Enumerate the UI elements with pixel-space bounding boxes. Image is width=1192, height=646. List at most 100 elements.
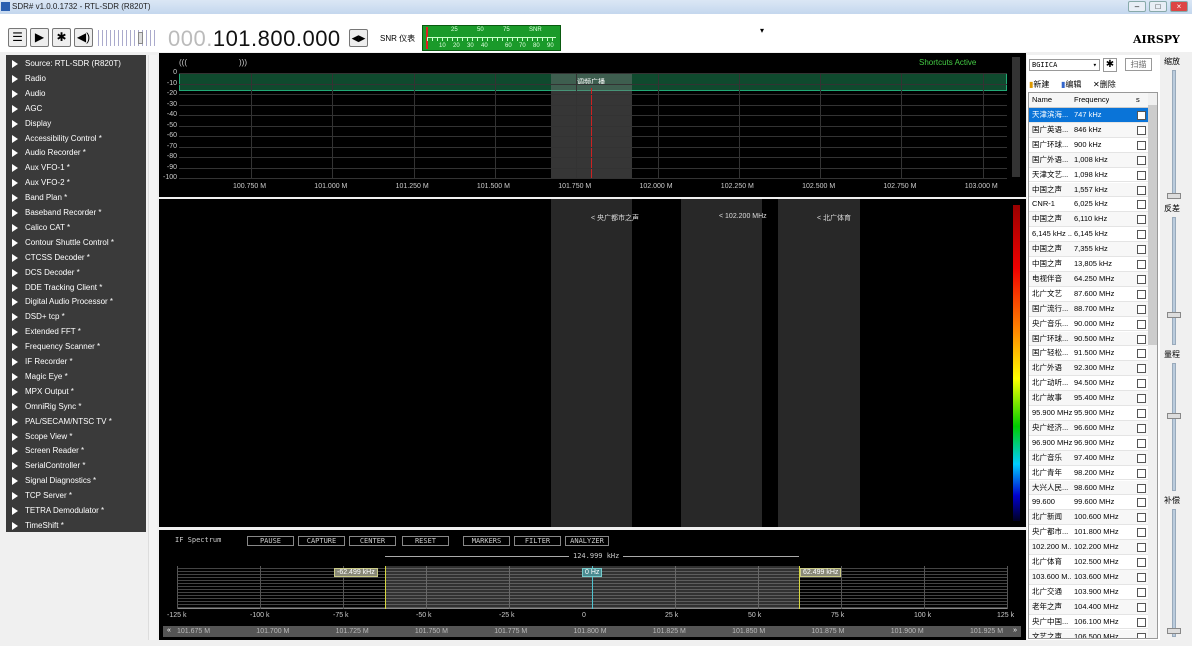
scan-checkbox[interactable] xyxy=(1137,111,1146,120)
scan-checkbox[interactable] xyxy=(1137,468,1146,478)
table-row[interactable]: 北广文艺 87.600 MHz xyxy=(1029,287,1157,302)
scan-checkbox[interactable] xyxy=(1137,319,1146,329)
scan-checkbox[interactable] xyxy=(1137,572,1146,582)
offset-slider[interactable] xyxy=(1172,509,1176,637)
table-row[interactable]: 国广环球... 900 kHz xyxy=(1029,138,1157,153)
scan-checkbox[interactable] xyxy=(1137,245,1146,255)
plugin-item[interactable]: Audio xyxy=(6,86,146,101)
frequency-display[interactable]: 000.101.800.000 xyxy=(168,26,341,52)
plugin-item[interactable]: Signal Diagnostics * xyxy=(6,473,146,488)
scan-checkbox[interactable] xyxy=(1137,379,1146,389)
scan-checkbox[interactable] xyxy=(1137,274,1146,284)
plugin-item[interactable]: Accessibility Control * xyxy=(6,131,146,146)
plugin-item[interactable]: DSD+ tcp * xyxy=(6,309,146,324)
plugin-item[interactable]: OmniRig Sync * xyxy=(6,399,146,414)
edit-button[interactable]: ▮编辑 xyxy=(1061,79,1081,90)
scan-checkbox[interactable] xyxy=(1137,230,1146,240)
table-row[interactable]: 96.900 MHz 96.900 MHz xyxy=(1029,436,1157,451)
scan-checkbox[interactable] xyxy=(1137,409,1146,418)
plugin-item[interactable]: Aux VFO-1 * xyxy=(6,160,146,175)
scan-checkbox[interactable] xyxy=(1137,438,1146,448)
scan-checkbox[interactable] xyxy=(1137,125,1146,135)
table-row[interactable]: CNR-1 6,025 kHz xyxy=(1029,197,1157,213)
delete-button[interactable]: ✕删除 xyxy=(1093,79,1116,90)
scan-checkbox[interactable] xyxy=(1137,200,1146,210)
menu-icon[interactable]: ☰ xyxy=(8,28,27,47)
plugin-item[interactable]: Baseband Recorder * xyxy=(6,205,146,220)
table-row[interactable]: 央广经济... 96.600 MHz xyxy=(1029,420,1157,436)
gear-icon[interactable]: ✱ xyxy=(52,28,71,47)
plugin-item[interactable]: Frequency Scanner * xyxy=(6,339,146,354)
plugin-item[interactable]: Screen Reader * xyxy=(6,443,146,458)
vfo-line[interactable] xyxy=(591,88,592,178)
plugin-item[interactable]: Scope View * xyxy=(6,429,146,444)
if-spectrum[interactable]: IF Spectrum PAUSE CAPTURE CENTER RESET MARKE… xyxy=(159,530,1026,640)
scan-checkbox[interactable] xyxy=(1137,617,1146,627)
play-icon[interactable]: ▶ xyxy=(30,28,49,47)
plugin-item[interactable]: TCP Server * xyxy=(6,488,146,503)
plugin-item[interactable]: Calico CAT * xyxy=(6,220,146,235)
speaker-icon[interactable]: ◀) xyxy=(74,28,93,47)
if-markers-button[interactable]: MARKERS xyxy=(463,536,510,546)
plugin-item[interactable]: MPX Output * xyxy=(6,384,146,399)
scan-checkbox[interactable] xyxy=(1137,498,1146,508)
table-row[interactable]: 北广动听... 94.500 MHz xyxy=(1029,376,1157,392)
slider-thumb[interactable] xyxy=(1167,312,1181,318)
scan-checkbox[interactable] xyxy=(1137,289,1146,299)
scroll-left-button[interactable]: « xyxy=(167,627,171,634)
scan-checkbox[interactable] xyxy=(1137,453,1146,463)
table-row[interactable]: 6,145 kHz ... 6,145 kHz xyxy=(1029,227,1157,243)
scan-checkbox[interactable] xyxy=(1137,364,1146,374)
table-row[interactable]: 电视伴音 64.250 MHz xyxy=(1029,271,1157,287)
spectrum-scrollbar[interactable] xyxy=(1012,57,1020,177)
table-row[interactable]: 天津滨海... 747 kHz xyxy=(1029,108,1157,123)
zoom-slider[interactable] xyxy=(1172,70,1176,198)
plugin-item[interactable]: Audio Recorder * xyxy=(6,145,146,160)
col-name[interactable]: Name xyxy=(1032,95,1053,104)
table-row[interactable]: 北广青年 98.200 MHz xyxy=(1029,466,1157,481)
slider-thumb[interactable] xyxy=(1167,193,1181,199)
waterfall-marker[interactable]: < 北广体育 xyxy=(817,215,852,222)
dropdown-arrow-icon[interactable]: ▾ xyxy=(760,26,765,35)
scan-checkbox[interactable] xyxy=(1137,304,1146,314)
col-frequency[interactable]: Frequency xyxy=(1074,95,1110,104)
plugin-item[interactable]: DDE Tracking Client * xyxy=(6,280,146,295)
scan-checkbox[interactable] xyxy=(1137,170,1146,180)
table-row[interactable]: 中国之声 7,355 kHz xyxy=(1029,242,1157,257)
table-row[interactable]: 文艺之声 106.500 MHz xyxy=(1029,629,1157,638)
waterfall-marker[interactable]: < 央广都市之声 xyxy=(591,215,640,222)
plugin-item[interactable]: Magic Eye * xyxy=(6,369,146,384)
settings-gear-icon[interactable]: ✱ xyxy=(1103,58,1117,72)
close-button[interactable]: × xyxy=(1170,1,1188,12)
table-row[interactable]: 天津文艺... 1,098 kHz xyxy=(1029,168,1157,183)
table-row[interactable]: 95.900 MHz 95.900 MHz xyxy=(1029,406,1157,421)
plugin-item[interactable]: Aux VFO-2 * xyxy=(6,175,146,190)
slider-thumb[interactable] xyxy=(1167,628,1181,634)
table-row[interactable]: 国广环球... 90.500 MHz xyxy=(1029,331,1157,347)
waterfall[interactable]: < 央广都市之声 < 102.200 MHz < 北广体育 xyxy=(159,199,1026,527)
if-filter-button[interactable]: FILTER xyxy=(514,536,561,546)
scan-checkbox[interactable] xyxy=(1137,260,1146,269)
table-row[interactable]: 北广音乐 97.400 MHz xyxy=(1029,450,1157,466)
table-row[interactable]: 国广轻松... 91.500 MHz xyxy=(1029,346,1157,362)
contrast-slider[interactable] xyxy=(1172,217,1176,345)
plugin-item[interactable]: Display xyxy=(6,116,146,131)
scan-checkbox[interactable] xyxy=(1137,483,1146,493)
table-row[interactable]: 中国之声 6,110 kHz xyxy=(1029,212,1157,228)
left-scrollbar[interactable] xyxy=(148,55,157,640)
scan-checkbox[interactable] xyxy=(1137,513,1146,523)
scan-checkbox[interactable] xyxy=(1137,528,1146,538)
plugin-item[interactable]: Source: RTL-SDR (R820T) xyxy=(6,56,146,71)
table-row[interactable]: 央广音乐... 90.000 MHz xyxy=(1029,317,1157,332)
new-button[interactable]: ▮新建 xyxy=(1029,79,1049,90)
maximize-button[interactable]: □ xyxy=(1149,1,1167,12)
tuning-arrows-icon[interactable]: ◀▶ xyxy=(349,29,368,47)
scan-checkbox[interactable] xyxy=(1137,423,1146,433)
table-row[interactable]: 国广英语... 846 kHz xyxy=(1029,122,1157,138)
plugin-item[interactable]: Band Plan * xyxy=(6,190,146,205)
table-row[interactable]: 央广都市... 101.800 MHz xyxy=(1029,525,1157,541)
table-row[interactable]: 中国之声 1,557 kHz xyxy=(1029,182,1157,198)
zoom-out-button[interactable]: ((( xyxy=(179,58,187,67)
if-reset-button[interactable]: RESET xyxy=(402,536,449,546)
plugin-item[interactable]: Digital Audio Processor * xyxy=(6,294,146,309)
